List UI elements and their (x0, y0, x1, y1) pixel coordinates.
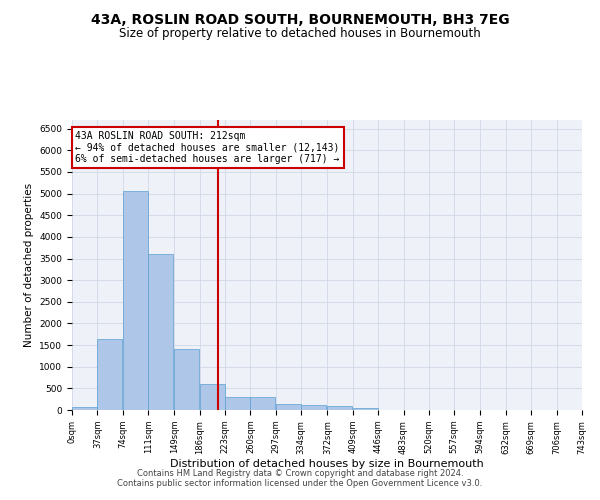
Bar (97, 338, 122, 410)
Text: 43A ROSLIN ROAD SOUTH: 212sqm
← 94% of detached houses are smaller (12,143)
6% o: 43A ROSLIN ROAD SOUTH: 212sqm ← 94% of d… (76, 131, 340, 164)
Text: Contains public sector information licensed under the Open Government Licence v3: Contains public sector information licen… (118, 478, 482, 488)
Bar (276, 404, 301, 410)
Bar (250, 397, 275, 410)
Y-axis label: Number of detached properties: Number of detached properties (24, 183, 34, 347)
X-axis label: Distribution of detached houses by size in Bournemouth: Distribution of detached houses by size … (170, 459, 484, 469)
Text: Contains HM Land Registry data © Crown copyright and database right 2024.: Contains HM Land Registry data © Crown c… (137, 468, 463, 477)
Bar (301, 405, 326, 410)
Bar (72, 407, 97, 410)
Bar (174, 350, 199, 410)
Bar (353, 408, 377, 410)
Text: 43A, ROSLIN ROAD SOUTH, BOURNEMOUTH, BH3 7EG: 43A, ROSLIN ROAD SOUTH, BOURNEMOUTH, BH3… (91, 12, 509, 26)
Bar (200, 384, 224, 410)
Text: Size of property relative to detached houses in Bournemouth: Size of property relative to detached ho… (119, 28, 481, 40)
Bar (328, 406, 352, 410)
Bar (148, 254, 173, 410)
Bar (123, 192, 148, 410)
Bar (225, 397, 250, 410)
